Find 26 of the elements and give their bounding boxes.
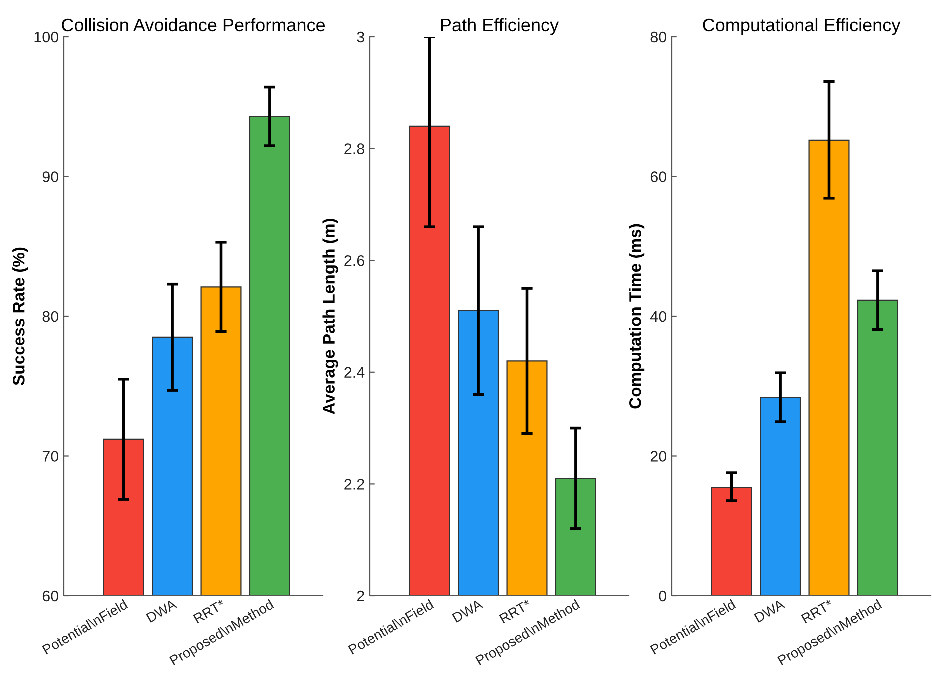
y-axis-title: Success Rate (%) bbox=[12, 248, 28, 386]
y-tick-label: 2.6 bbox=[344, 255, 364, 266]
bar bbox=[760, 397, 802, 596]
y-axis-title: Computation Time (ms) bbox=[629, 224, 645, 409]
y-tick-label: 100 bbox=[34, 32, 59, 43]
y-tick-label: 2.4 bbox=[344, 367, 365, 378]
y-tick-label: 40 bbox=[650, 311, 667, 322]
y-tick-label: 3 bbox=[357, 32, 364, 43]
y-axis-title: Average Path Length (m) bbox=[322, 219, 338, 414]
y-tick-label: 2 bbox=[357, 590, 364, 602]
y-tick-label: 70 bbox=[42, 451, 59, 462]
y-tick-label: 60 bbox=[42, 590, 59, 602]
y-tick-label: 60 bbox=[650, 172, 667, 182]
y-tick-label: 20 bbox=[650, 451, 667, 462]
y-tick-label: 80 bbox=[650, 32, 667, 43]
y-tick-label: 80 bbox=[42, 311, 59, 322]
y-tick-label: 2.8 bbox=[344, 144, 364, 154]
bar bbox=[711, 487, 752, 596]
chart-title: Path Efficiency bbox=[441, 18, 560, 36]
y-tick-label: 90 bbox=[42, 172, 59, 182]
bar bbox=[857, 300, 898, 596]
chart-title: Computational Efficiency bbox=[703, 18, 901, 36]
chart-title: Collision Avoidance Performance bbox=[62, 18, 326, 32]
bar bbox=[808, 140, 850, 596]
y-tick-label: 2.2 bbox=[344, 479, 364, 490]
y-tick-label: 0 bbox=[659, 590, 667, 602]
